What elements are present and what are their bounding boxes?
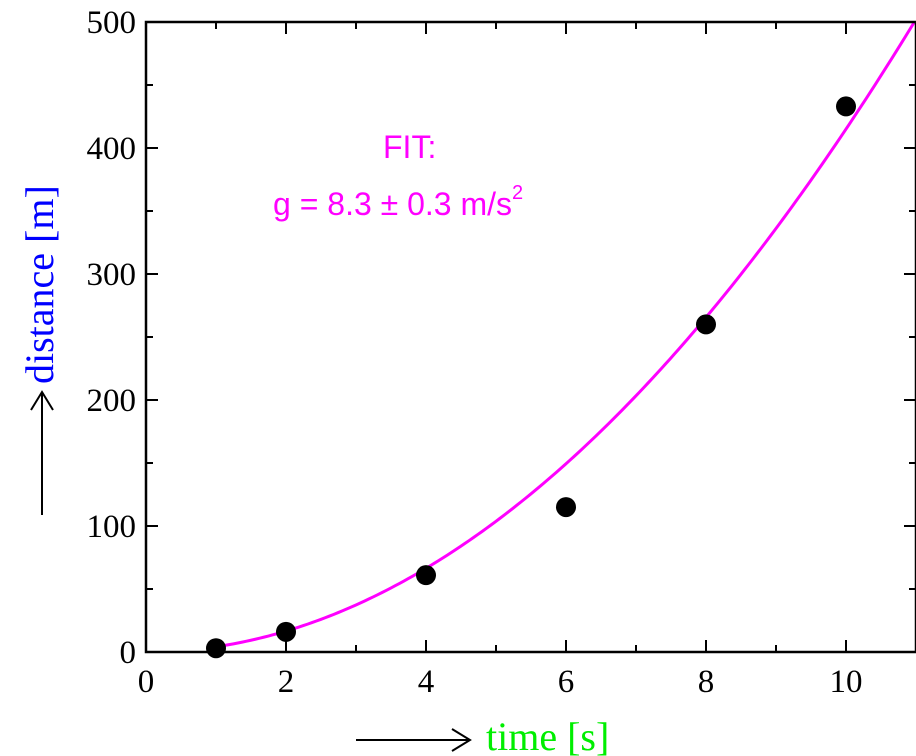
- data-point: [836, 96, 856, 117]
- x-tick-label: 10: [830, 664, 863, 700]
- y-axis-label: distance [m]: [17, 185, 62, 384]
- plot-frame: [144, 20, 916, 654]
- y-tick-label: 200: [87, 383, 137, 419]
- data-point: [696, 314, 716, 335]
- data-point: [276, 621, 296, 642]
- y-axis-arrow-head: [30, 390, 54, 411]
- x-tick-label: 2: [278, 664, 295, 700]
- x-axis-arrow-head: [451, 728, 472, 752]
- fit-annotation-exponent: 2: [512, 182, 523, 204]
- fit-annotation: FIT: g = 8.3 ± 0.3 m/s2: [273, 129, 523, 222]
- data-point: [206, 638, 226, 659]
- fit-annotation-title: FIT:: [383, 129, 436, 165]
- y-tick-label: 0: [120, 635, 137, 671]
- y-axis-title: distance [m]: [17, 185, 62, 515]
- x-tick-label: 6: [558, 664, 575, 700]
- y-tick-labels: 0 100 200 300 400 500: [87, 5, 137, 671]
- x-tick-label: 0: [138, 664, 155, 700]
- x-tick-label: 4: [418, 664, 435, 700]
- major-ticks: [145, 21, 916, 653]
- x-axis-title: time [s]: [356, 714, 609, 756]
- minor-ticks: [146, 22, 916, 652]
- y-tick-label: 300: [87, 257, 137, 293]
- y-tick-label: 500: [87, 5, 137, 41]
- fit-curve: [215, 21, 916, 649]
- data-points: [206, 96, 856, 659]
- x-axis-label: time [s]: [486, 714, 609, 756]
- x-tick-labels: 0 2 4 6 8 10: [138, 664, 863, 700]
- x-tick-label: 8: [698, 664, 715, 700]
- y-tick-label: 100: [87, 509, 137, 545]
- fit-annotation-value: g = 8.3 ± 0.3 m/s: [273, 186, 512, 222]
- data-point: [556, 497, 576, 518]
- fit-annotation-result: g = 8.3 ± 0.3 m/s2: [273, 182, 523, 222]
- data-point: [416, 565, 436, 586]
- y-tick-label: 400: [87, 131, 137, 167]
